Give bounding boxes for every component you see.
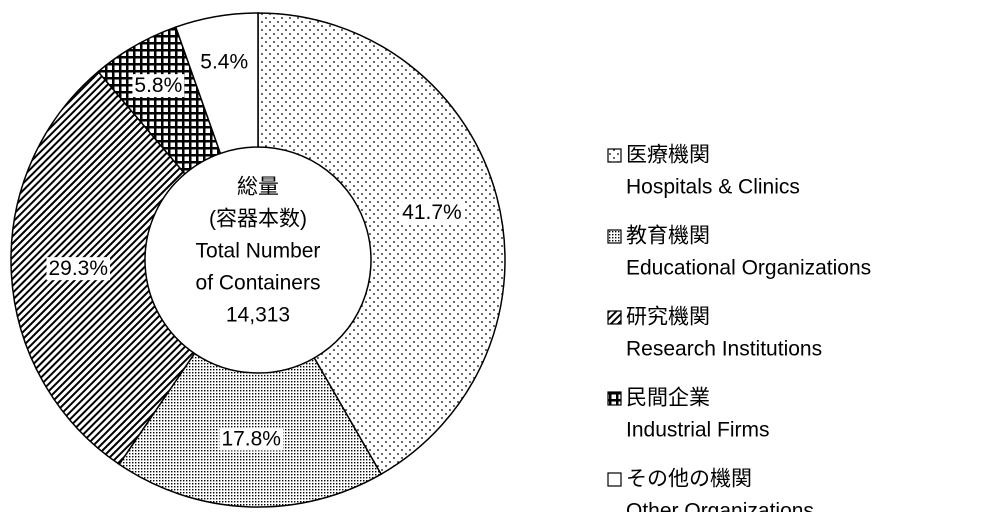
- center-total: 14,313: [226, 304, 290, 327]
- value-label-bg: [132, 74, 185, 98]
- legend-label-en: Research Institutions: [626, 338, 822, 361]
- legend-swatch: [607, 148, 622, 163]
- legend-label: 医療機関: [626, 144, 710, 167]
- center-text: Total Number: [196, 240, 321, 263]
- value-label-bg: [198, 50, 251, 74]
- center-text: 総量: [237, 176, 279, 199]
- legend-label: 教育機関: [626, 225, 710, 248]
- legend-swatch: [607, 472, 622, 487]
- legend-label-en: Hospitals & Clinics: [626, 176, 800, 199]
- legend-label: 研究機関: [626, 306, 710, 329]
- legend-swatch: [607, 310, 622, 325]
- donut-segment: [174, 12, 259, 155]
- center-text: (容器本数): [209, 208, 307, 231]
- legend-label-en: Other Organizations: [626, 500, 814, 512]
- legend-label-en: Industrial Firms: [626, 419, 770, 442]
- value-label: 29.3%: [48, 257, 108, 280]
- value-label: 5.4%: [200, 50, 248, 73]
- legend-swatch: [607, 391, 622, 406]
- legend-label-en: Educational Organizations: [626, 257, 871, 280]
- donut-segment: [257, 12, 506, 476]
- legend-swatch: [607, 229, 622, 244]
- legend-label: 民間企業: [626, 387, 710, 410]
- value-label-bg: [219, 427, 283, 451]
- value-label: 17.8%: [221, 427, 281, 450]
- value-label-bg: [400, 201, 464, 225]
- legend-label: その他の機関: [626, 468, 752, 491]
- center-text: of Containers: [196, 272, 321, 295]
- value-label-bg: [46, 257, 111, 281]
- value-label: 41.7%: [402, 201, 462, 224]
- value-label: 5.8%: [134, 74, 182, 97]
